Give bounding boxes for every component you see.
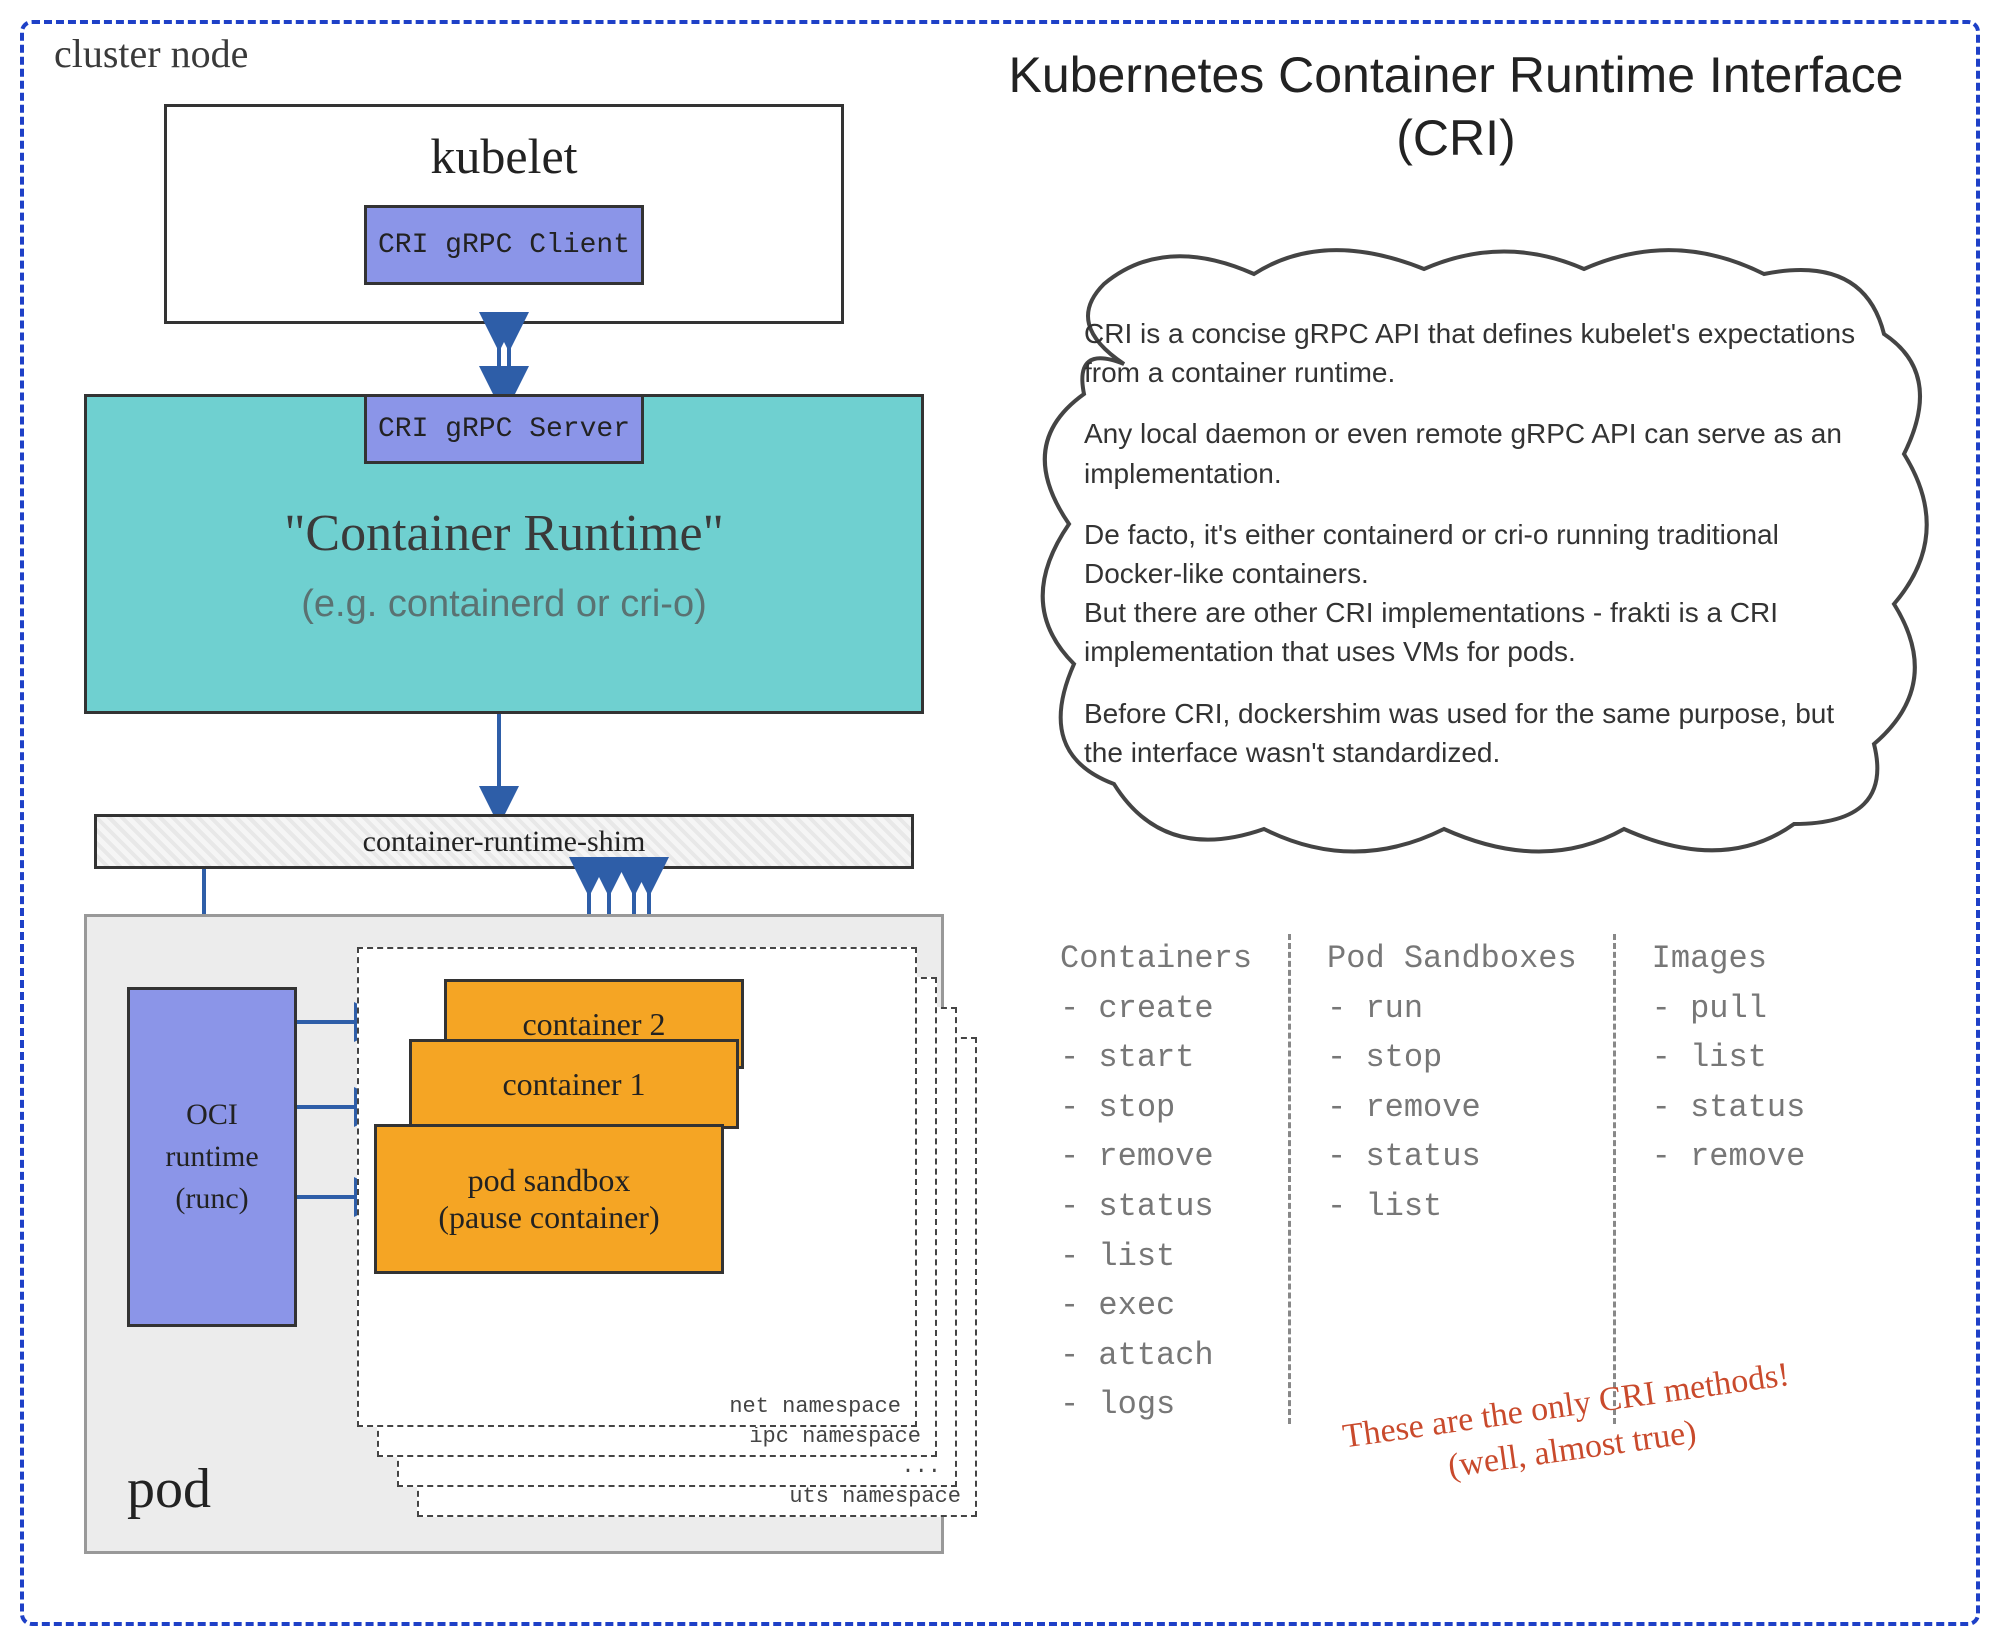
shim-box: container-runtime-shim [94, 814, 914, 869]
col-containers: Containers - create - start - stop - rem… [1024, 934, 1288, 1430]
cloud-text: CRI is a concise gRPC API that defines k… [1084, 314, 1874, 794]
cri-server-box: CRI gRPC Server [364, 394, 644, 464]
ns-uts: uts namespace [789, 1484, 961, 1509]
ns-ipc: ipc namespace [749, 1424, 921, 1449]
cluster-node-label: cluster node [54, 30, 248, 77]
oci-runtime-box: OCI runtime (runc) [127, 987, 297, 1327]
cri-methods: Containers - create - start - stop - rem… [1024, 934, 1841, 1430]
cluster-node-frame: cluster node Kubernetes Container Runtim… [20, 20, 1980, 1626]
col-containers-text: Containers - create - start - stop - rem… [1060, 940, 1252, 1423]
cloud-p2: Any local daemon or even remote gRPC API… [1084, 414, 1874, 492]
pod-label: pod [127, 1457, 211, 1521]
col-images: Images - pull - list - status - remove [1616, 934, 1842, 1430]
col-sandboxes: Pod Sandboxes - run - stop - remove - st… [1291, 934, 1613, 1430]
runtime-subtitle: (e.g. containerd or cri-o) [301, 583, 707, 626]
ns-net: net namespace [729, 1394, 901, 1419]
arrow-runtime-shim [489, 714, 509, 814]
kubelet-title: kubelet [430, 127, 577, 185]
cloud-p3: De facto, it's either containerd or cri-… [1084, 515, 1874, 672]
page-title: Kubernetes Container Runtime Interface (… [996, 44, 1916, 169]
col-images-text: Images - pull - list - status - remove [1652, 940, 1806, 1175]
container-runtime-box: CRI gRPC Server "Container Runtime" (e.g… [84, 394, 924, 714]
cloud-p4: Before CRI, dockershim was used for the … [1084, 694, 1874, 772]
runtime-title: "Container Runtime" [284, 504, 724, 563]
kubelet-box: kubelet CRI gRPC Client [164, 104, 844, 324]
arrow-kubelet-runtime [489, 324, 519, 394]
col-sandboxes-text: Pod Sandboxes - run - stop - remove - st… [1327, 940, 1577, 1225]
pod-sandbox-box: pod sandbox (pause container) [374, 1124, 724, 1274]
cri-client-box: CRI gRPC Client [364, 205, 644, 285]
explanation-cloud: CRI is a concise gRPC API that defines k… [1004, 244, 1944, 864]
pod-box: pod OCI runtime (runc) uts namespace ...… [84, 914, 944, 1554]
container-1-box: container 1 [409, 1039, 739, 1129]
cloud-p1: CRI is a concise gRPC API that defines k… [1084, 314, 1874, 392]
ns-dots: ... [901, 1454, 941, 1479]
